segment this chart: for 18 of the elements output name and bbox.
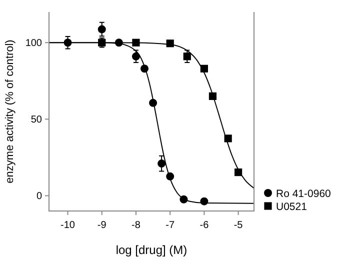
y-tick-label: 100 bbox=[25, 38, 42, 50]
x-tick-label: -5 bbox=[234, 220, 244, 231]
legend-label: U0521 bbox=[276, 201, 308, 213]
y-tick-label: 0 bbox=[36, 191, 42, 202]
x-tick-label: -7 bbox=[166, 220, 175, 231]
x-tick-label: -10 bbox=[60, 220, 76, 231]
point bbox=[98, 25, 106, 34]
point bbox=[158, 160, 166, 168]
x-tick-label: -6 bbox=[200, 220, 210, 231]
y-axis-title: enzyme activity (% of control) bbox=[4, 40, 16, 184]
point bbox=[183, 52, 191, 60]
legend-label: Ro 41-0960 bbox=[276, 188, 332, 200]
x-axis-title: log [drug] (M) bbox=[116, 243, 188, 257]
x-tick-label: -8 bbox=[132, 220, 141, 231]
x-tick-label: -9 bbox=[97, 220, 107, 231]
point bbox=[132, 38, 140, 46]
point bbox=[132, 52, 140, 60]
y-tick-label: 50 bbox=[30, 114, 42, 126]
